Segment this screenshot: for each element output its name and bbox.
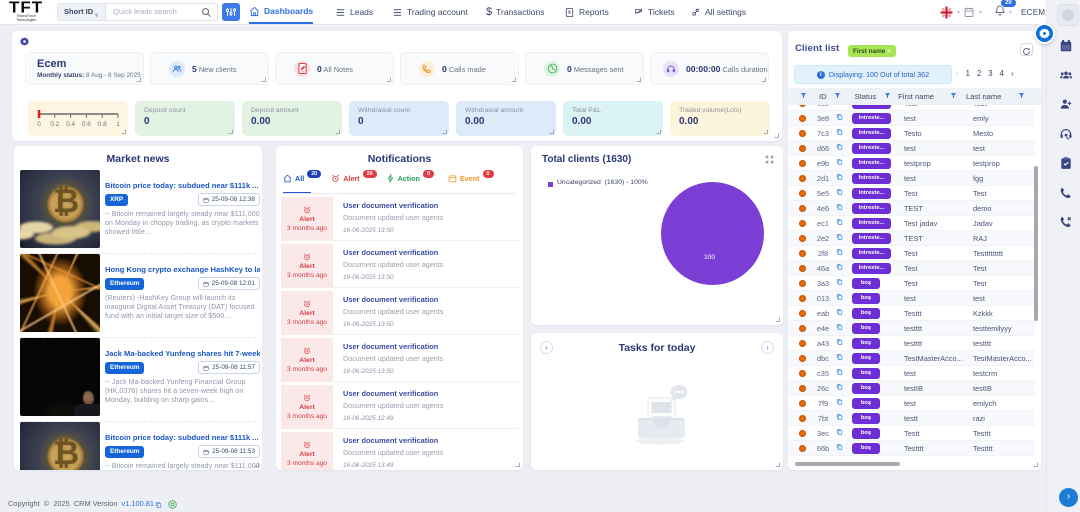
svg-text:0.8: 0.8 bbox=[98, 121, 107, 128]
svg-text:0.6: 0.6 bbox=[82, 121, 91, 128]
svg-text:0.4: 0.4 bbox=[66, 121, 75, 128]
svg-text:1: 1 bbox=[116, 121, 120, 128]
svg-text:0.2: 0.2 bbox=[50, 121, 59, 128]
svg-text:0: 0 bbox=[37, 121, 41, 128]
